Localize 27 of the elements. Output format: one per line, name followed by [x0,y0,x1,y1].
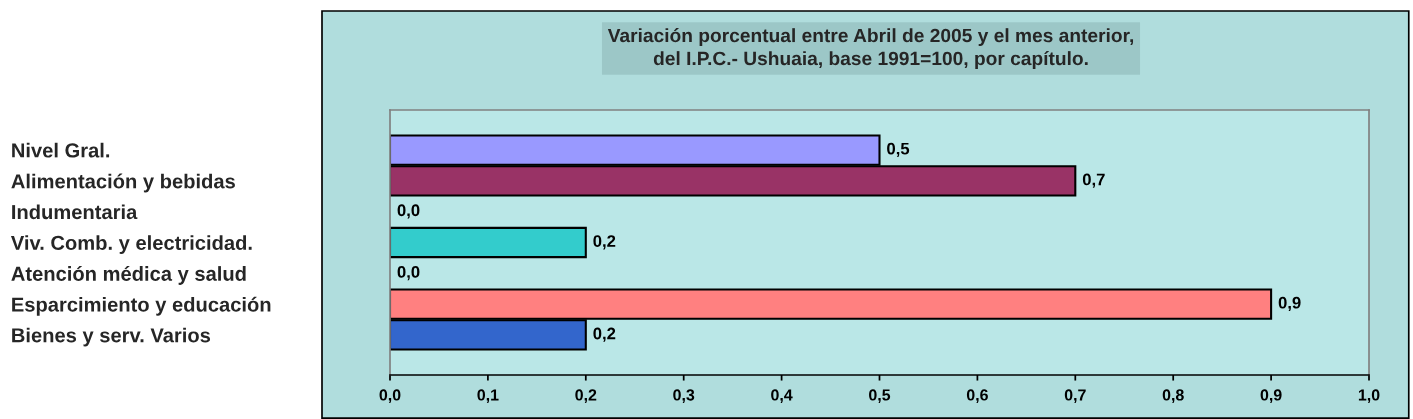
chart-title: Variación porcentual entre Abril de 2005 y el mes anterior, del I.P.C.- Ushuaia, base 1991=100, por capítulo. [607,28,1134,69]
x-tick-label: 0,1 [477,389,499,403]
x-tick-label: 0,0 [379,389,401,403]
y-tick-label: Nivel Gral. [12,142,110,158]
x-tick-label: 0,4 [771,389,793,403]
y-tick-label: Esparcimiento y educación [12,296,271,316]
y-tick-label: Viv. Comb. y electricidad. [10,235,252,254]
bar [390,226,587,259]
x-tick-label: 0,6 [966,389,988,403]
data-label: 0,2 [593,327,616,342]
x-tick-label: 0,8 [1162,389,1184,403]
data-label: 0,7 [1082,173,1105,188]
x-tick-label: 0,2 [575,389,597,403]
x-tick-label: 1,0 [1358,389,1380,403]
y-tick-label: Bienes y serv. Varios [12,327,211,347]
data-label: 0,2 [593,235,616,250]
x-tick-label: 0,7 [1064,389,1086,403]
x-tick-label: 0,3 [673,389,695,403]
x-tick-label: 0,5 [869,389,891,403]
y-tick-label: Atención médica y salud [11,265,246,285]
data-label: 0,9 [1278,296,1301,312]
data-label: 0,5 [887,142,910,157]
y-tick-label: Alimentación y bebidas [11,173,235,193]
x-tick-label: 0,9 [1260,389,1282,403]
data-label: 0,0 [397,204,420,219]
data-label: 0,0 [397,265,420,281]
y-tick-label: Indumentaria [12,204,138,220]
